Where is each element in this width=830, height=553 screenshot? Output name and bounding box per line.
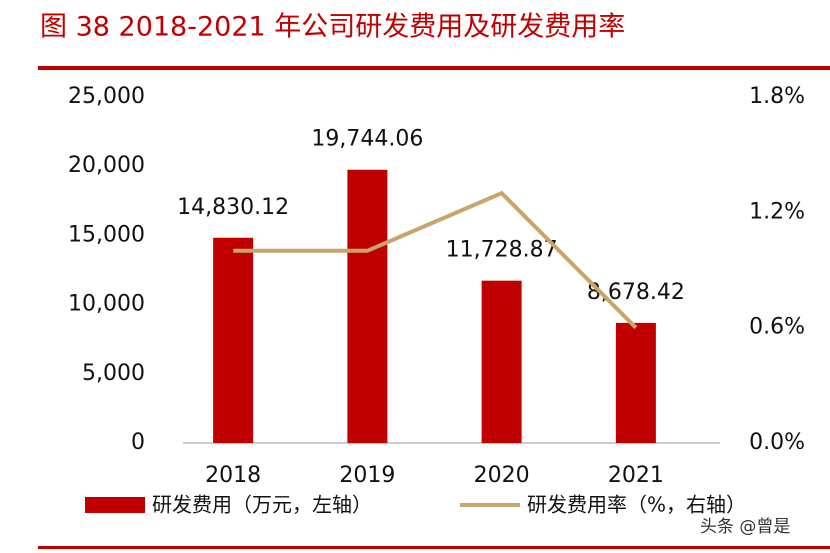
bottom-rule (38, 546, 830, 549)
watermark: 头条 @曾是 (700, 517, 790, 537)
legend-label: 研发费用率（%，右轴） (527, 493, 746, 517)
value-label: 14,830.12 (177, 195, 289, 220)
y-tick-label: 5,000 (82, 361, 145, 386)
value-label: 19,744.06 (311, 127, 423, 152)
y2-tick-label: 1.8% (749, 84, 805, 109)
x-tick-label: 2021 (608, 463, 664, 488)
bar (347, 169, 388, 444)
y-tick-label: 25,000 (68, 84, 145, 109)
legend-label: 研发费用（万元，左轴） (152, 493, 372, 517)
legend-swatch (85, 497, 145, 513)
y-tick-label: 0 (131, 430, 145, 455)
value-label: 11,728.87 (446, 238, 558, 263)
bar (481, 280, 522, 443)
title-rule (38, 66, 830, 70)
x-tick-label: 2020 (474, 463, 530, 488)
y2-tick-label: 0.0% (749, 430, 805, 455)
bar (213, 237, 254, 443)
bar (615, 322, 656, 443)
y-tick-label: 10,000 (68, 292, 145, 317)
line (233, 190, 638, 330)
y-tick-label: 20,000 (68, 153, 145, 178)
x-tick-label: 2019 (339, 463, 395, 488)
x-tick-label: 2018 (205, 463, 261, 488)
y2-tick-label: 0.6% (749, 315, 805, 340)
y-tick-label: 15,000 (68, 222, 145, 247)
y2-tick-label: 1.2% (749, 199, 805, 224)
chart-title: 图 38 2018-2021 年公司研发费用及研发费用率 (40, 12, 625, 43)
